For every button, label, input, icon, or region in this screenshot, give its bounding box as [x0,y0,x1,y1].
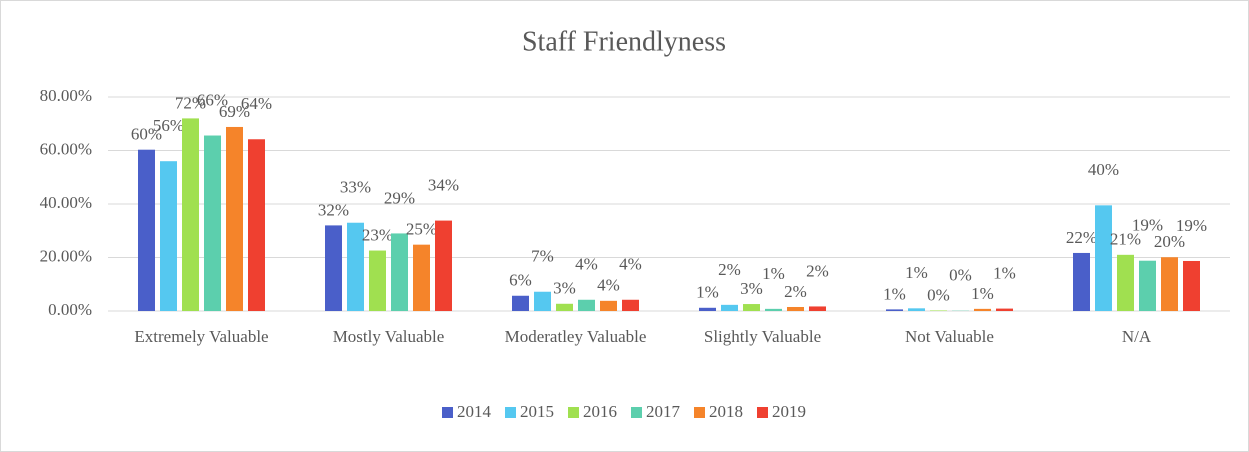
data-label: 4% [597,276,620,295]
bar [182,118,199,312]
legend-label: 2019 [772,402,806,421]
data-label: 64% [241,94,272,113]
data-label: 2% [718,260,741,279]
data-label: 0% [949,266,972,285]
data-label: 3% [553,279,576,298]
data-label: 2% [806,261,829,280]
data-label: 66% [197,90,228,109]
data-label: 3% [740,279,763,298]
data-label: 6% [509,271,532,290]
bar [578,299,595,311]
bar [743,304,760,311]
x-tick-label: Slightly Valuable [704,327,821,346]
bar [1117,254,1134,311]
bar [1161,257,1178,311]
data-label: 1% [696,283,719,302]
legend-label: 2016 [583,402,617,421]
data-label: 33% [340,178,371,197]
bar [809,306,826,311]
bar [1183,260,1200,311]
legend-swatch [631,407,642,418]
legend-label: 2015 [520,402,554,421]
data-label: 21% [1110,230,1141,249]
data-label: 25% [406,220,437,239]
data-label: 72% [175,93,206,112]
data-label: 1% [762,264,785,283]
data-label: 40% [1088,160,1119,179]
legend: 2014 2015 2016 2017 2018 2019 [442,402,806,421]
bar [369,250,386,311]
data-label: 4% [619,255,642,274]
data-label: 0% [927,285,950,304]
data-label: 32% [318,200,349,219]
bar [930,310,947,311]
bar [325,225,342,311]
bar [160,161,177,311]
data-label: 19% [1132,216,1163,235]
x-tick-label: Moderatley Valuable [505,327,647,346]
bar [1095,205,1112,311]
y-tick-label: 20.00% [40,246,92,265]
data-label: 69% [219,102,250,121]
y-tick-label: 60.00% [40,139,92,158]
chart-title: Staff Friendlyness [522,26,726,57]
legend-label: 2018 [709,402,743,421]
bar [996,308,1013,311]
data-label: 4% [575,255,598,274]
bar [556,303,573,311]
data-label: 56% [153,116,184,135]
data-label: 2% [784,282,807,301]
bar [534,291,551,311]
bar [512,295,529,311]
bar [765,308,782,311]
bar [413,244,430,311]
data-label: 22% [1066,228,1097,247]
bar [226,126,243,312]
y-tick-label: 40.00% [40,193,92,212]
legend-swatch [694,407,705,418]
legend-swatch [505,407,516,418]
bar [600,300,617,311]
data-label: 23% [362,225,393,244]
bar [391,233,408,311]
data-label: 1% [993,263,1016,282]
data-label: 1% [883,284,906,303]
x-tick-label: Mostly Valuable [333,327,445,346]
data-label: 60% [131,125,162,144]
legend-swatch [757,407,768,418]
bar [699,307,716,311]
x-tick-label: Extremely Valuable [134,327,268,346]
bar [908,308,925,311]
bar [138,149,155,311]
bar [1073,252,1090,311]
data-label: 1% [971,284,994,303]
bar [1139,260,1156,311]
bar [886,309,903,311]
y-tick-label: 80.00% [40,86,92,105]
y-tick-label: 0.00% [48,300,92,319]
data-label: 19% [1176,216,1207,235]
bar [622,299,639,311]
data-label: 20% [1154,232,1185,251]
bar [787,306,804,311]
data-label: 34% [428,175,459,194]
bar [721,304,738,311]
legend-swatch [442,407,453,418]
bar [435,220,452,311]
legend-label: 2014 [457,402,492,421]
x-tick-label: Not Valuable [905,327,994,346]
data-label: 29% [384,188,415,207]
bar [347,222,364,311]
data-label: 7% [531,247,554,266]
bar [204,135,221,311]
legend-label: 2017 [646,402,681,421]
x-tick-label: N/A [1122,327,1152,346]
bar [974,308,991,311]
legend-swatch [568,407,579,418]
bar [248,139,265,311]
data-label: 1% [905,263,928,282]
